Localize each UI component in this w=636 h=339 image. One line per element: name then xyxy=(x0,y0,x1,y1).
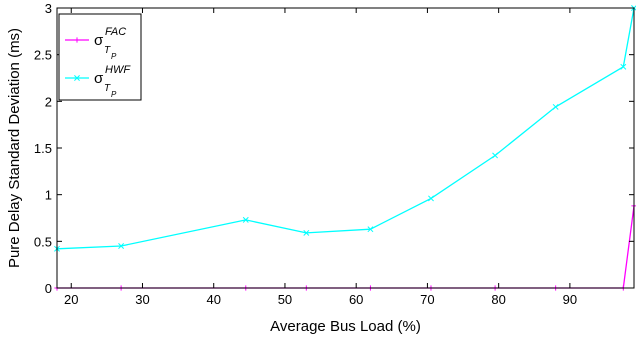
legend-subsubscript: P xyxy=(111,52,117,61)
x-tick-label: 60 xyxy=(349,292,363,307)
marker-stroke xyxy=(492,152,499,159)
data-point xyxy=(367,226,374,233)
y-tick-label: 1 xyxy=(45,188,52,203)
marker-stroke xyxy=(552,103,559,110)
marker-stroke xyxy=(428,195,434,202)
legend-symbol: σ xyxy=(94,70,104,87)
x-tick-label: 90 xyxy=(563,292,577,307)
series-line xyxy=(56,7,635,250)
y-tick-label: 2.5 xyxy=(34,48,52,63)
legend-entry-2: σ HWF TP xyxy=(65,64,131,99)
y-tick-label: 0.5 xyxy=(34,234,52,249)
plot-background xyxy=(57,8,634,288)
y-tick-label: 1.5 xyxy=(34,141,52,156)
x-tick-label: 30 xyxy=(135,292,149,307)
data-point xyxy=(492,152,499,159)
y-tick-label: 3 xyxy=(45,1,52,16)
data-point xyxy=(552,103,559,110)
legend-box xyxy=(58,13,142,101)
legend-superscript: FAC xyxy=(105,26,126,38)
marker-stroke xyxy=(620,63,627,70)
y-tick-label: 0 xyxy=(45,281,52,296)
y-axis-title: Pure Delay Standard Deviation (ms) xyxy=(6,28,23,268)
marker-stroke xyxy=(242,216,249,223)
marker-stroke xyxy=(367,226,374,233)
x-tick-label: 20 xyxy=(64,292,78,307)
x-tick-label: 70 xyxy=(420,292,434,307)
legend-subscript: T xyxy=(104,45,111,56)
legend-marker xyxy=(74,75,80,81)
data-point xyxy=(620,63,627,70)
legend-subscript: T xyxy=(104,83,111,94)
y-tick-label: 2 xyxy=(45,94,52,109)
x-tick-label: 80 xyxy=(491,292,505,307)
legend-superscript: HWF xyxy=(105,64,131,76)
marker-stroke xyxy=(118,243,125,249)
data-point xyxy=(303,229,310,236)
data-point xyxy=(242,216,249,223)
series-2 xyxy=(54,5,636,252)
x-tick-label: 40 xyxy=(206,292,220,307)
x-tick-label: 50 xyxy=(278,292,292,307)
legend-subsubscript: P xyxy=(111,90,117,99)
tick-labels: 20 30 40 50 60 70 80 90 0 0.5 1 1.5 2 2.5 3 xyxy=(34,1,577,307)
legend-entry-1: σ FAC TP xyxy=(65,26,126,61)
x-axis-title: Average Bus Load (%) xyxy=(270,318,421,335)
data-point xyxy=(428,195,434,202)
marker-stroke xyxy=(303,229,310,236)
data-point xyxy=(118,243,125,249)
legend-symbol: σ xyxy=(94,32,104,49)
plot-area xyxy=(57,8,634,288)
